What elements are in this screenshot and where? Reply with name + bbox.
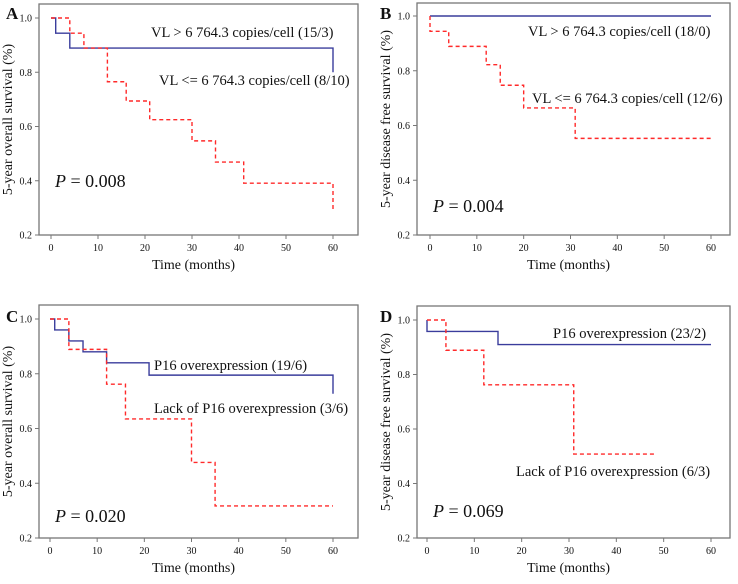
survival-curve-dashed (427, 319, 655, 455)
x-tick-label: 40 (234, 546, 244, 557)
x-tick-label: 0 (48, 546, 53, 557)
x-axis-label: Time (months) (527, 258, 610, 273)
p-value: P = 0.008 (54, 171, 126, 191)
p-value: P = 0.020 (54, 506, 126, 526)
panel-label: D (380, 307, 392, 326)
curve-annotation: VL <= 6 764.3 copies/cell (8/10) (159, 73, 350, 89)
panel-a: A 0.2 0.4 0.6 0.8 1.0 0 10 20 30 40 50 60 Time (month… (1, 3, 359, 273)
plot-frame (416, 2, 731, 236)
y-axis-label: 5-year overall survival (%) (1, 44, 16, 196)
plot-frame (416, 305, 731, 539)
p-value: P = 0.004 (432, 196, 504, 216)
y-tick-label: 0.6 (20, 122, 33, 133)
survival-curve-solid (426, 320, 711, 346)
curve-annotation: Lack of P16 overexpression (6/3) (516, 464, 710, 480)
p-value-number: = 0.008 (66, 171, 126, 191)
x-tick-label: 0 (425, 546, 430, 557)
y-tick-label: 1.0 (398, 316, 411, 327)
y-axis-label: 5-year disease free survival (%) (379, 333, 394, 511)
survival-curve-solid (51, 17, 334, 73)
y-tick-label: 1.0 (20, 315, 33, 326)
plot-frame (38, 304, 359, 539)
curve-annotation: Lack of P16 overexpression (3/6) (154, 401, 348, 417)
curve-annotation: VL > 6 764.3 copies/cell (15/3) (151, 25, 334, 41)
y-tick-label: 0.8 (398, 370, 411, 381)
x-tick-label: 60 (328, 546, 338, 557)
y-tick-label: 0.6 (398, 425, 411, 436)
panel-label: A (6, 4, 19, 23)
y-tick-label: 0.2 (20, 231, 33, 242)
x-tick-label: 30 (564, 546, 574, 557)
curve-annotation: P16 overexpression (19/6) (154, 358, 307, 374)
p-value: P = 0.069 (432, 501, 504, 521)
x-tick-label: 40 (234, 243, 244, 254)
y-tick-label: 0.6 (398, 121, 411, 132)
survival-curve-solid (50, 318, 334, 394)
y-tick-label: 1.0 (398, 12, 411, 23)
x-tick-label: 20 (140, 243, 150, 254)
y-tick-label: 0.2 (398, 231, 411, 242)
x-tick-label: 30 (187, 546, 197, 557)
x-tick-label: 30 (566, 243, 576, 254)
p-symbol: P (432, 196, 444, 216)
x-tick-label: 50 (281, 546, 291, 557)
x-tick-label: 10 (92, 546, 102, 557)
curve-annotation: VL <= 6 764.3 copies/cell (12/6) (532, 91, 723, 107)
p-symbol: P (432, 501, 444, 521)
x-tick-label: 20 (139, 546, 149, 557)
x-tick-label: 60 (706, 243, 716, 254)
panel-label: B (380, 4, 391, 23)
x-tick-label: 50 (281, 243, 291, 254)
survival-curve-dashed (51, 17, 334, 210)
x-axis-label: Time (months) (152, 561, 235, 576)
curve-annotation: P16 overexpression (23/2) (553, 326, 706, 342)
panel-c: C 0.2 0.4 0.6 0.8 1.0 0 10 20 30 40 50 60 Time (month… (1, 304, 359, 576)
x-tick-label: 20 (519, 243, 529, 254)
plot-frame (38, 3, 359, 236)
x-tick-label: 60 (328, 243, 338, 254)
p-value-number: = 0.020 (66, 506, 126, 526)
x-tick-label: 0 (49, 243, 54, 254)
survival-curve-dashed (50, 318, 333, 507)
x-tick-label: 30 (187, 243, 197, 254)
y-tick-label: 0.6 (20, 424, 33, 435)
x-axis-label: Time (months) (527, 561, 610, 576)
y-tick-label: 0.8 (398, 66, 411, 77)
y-tick-label: 0.4 (398, 176, 411, 187)
x-tick-label: 60 (706, 546, 716, 557)
x-tick-label: 10 (93, 243, 103, 254)
y-tick-label: 0.8 (20, 369, 33, 380)
p-value-number: = 0.069 (444, 501, 504, 521)
x-axis-label: Time (months) (152, 258, 235, 273)
x-tick-label: 20 (517, 546, 527, 557)
x-tick-label: 0 (428, 243, 433, 254)
x-tick-label: 40 (611, 546, 621, 557)
y-axis-label: 5-year disease free survival (%) (379, 30, 394, 208)
y-tick-label: 0.4 (20, 479, 33, 490)
p-symbol: P (54, 506, 66, 526)
y-tick-label: 0.2 (398, 534, 411, 545)
y-tick-label: 0.4 (20, 176, 33, 187)
x-tick-label: 50 (659, 546, 669, 557)
p-value-number: = 0.004 (444, 196, 504, 216)
x-tick-label: 10 (472, 243, 482, 254)
curve-annotation: VL > 6 764.3 copies/cell (18/0) (528, 24, 711, 40)
panel-b: B 0.2 0.4 0.6 0.8 1.0 0 10 20 30 40 50 60 Time (month… (379, 2, 731, 273)
panel-label: C (6, 307, 18, 326)
x-tick-label: 10 (469, 546, 479, 557)
x-tick-label: 50 (659, 243, 669, 254)
x-tick-label: 40 (612, 243, 622, 254)
y-tick-label: 0.4 (398, 479, 411, 490)
y-axis-label: 5-year overall survival (%) (1, 346, 16, 498)
y-tick-label: 1.0 (20, 14, 33, 25)
p-symbol: P (54, 171, 66, 191)
panel-d: D 0.2 0.4 0.6 0.8 1.0 0 10 20 30 40 50 60 Time (month… (379, 305, 731, 576)
y-tick-label: 0.8 (20, 68, 33, 79)
y-tick-label: 0.2 (20, 534, 33, 545)
